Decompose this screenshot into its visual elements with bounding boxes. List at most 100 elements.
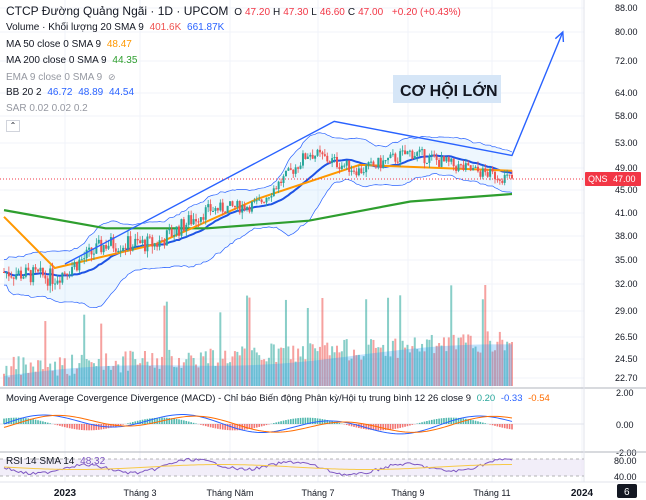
ema9-legend[interactable]: EMA 9 close 0 SMA 9 ⊘	[6, 71, 119, 84]
volume-bar	[360, 359, 363, 386]
candle-body	[117, 250, 120, 252]
volume-bar	[68, 375, 71, 386]
time-axis: 2023 Tháng 3 Tháng Năm Tháng 7 Tháng 9 Tháng …	[54, 488, 594, 499]
macd-histogram-bar	[370, 424, 372, 430]
candle-body	[85, 249, 88, 259]
ma200-legend[interactable]: MA 200 close 0 SMA 9 44.35	[6, 55, 140, 67]
macd-histogram-bar	[316, 418, 319, 424]
candle-body	[119, 250, 122, 252]
volume-bar	[389, 356, 392, 386]
volume-bar	[309, 343, 312, 386]
volume-bar	[292, 345, 295, 386]
macd-legend[interactable]: Moving Average Covergence Divergence (MA…	[6, 393, 553, 405]
macd-histogram-bar	[382, 424, 384, 431]
volume-bar	[304, 359, 307, 386]
chevron-up-icon[interactable]: ⌃	[6, 120, 20, 132]
macd-histogram-bar	[287, 419, 290, 424]
volume-bar	[12, 356, 15, 386]
macd-tick-label: 2.00	[616, 388, 634, 398]
volume-bar	[231, 356, 234, 386]
candle-body	[158, 240, 161, 247]
volume-bar	[131, 351, 134, 386]
candle-body	[92, 253, 95, 255]
macd-histogram-bar	[192, 422, 195, 424]
rsi-sma-line	[3, 464, 513, 471]
volume-bar	[484, 285, 487, 386]
volume-bar	[85, 359, 88, 386]
macd-histogram-bar	[122, 424, 124, 425]
macd-histogram-bar	[336, 422, 338, 424]
candle-body	[185, 224, 188, 231]
volume-bar	[493, 350, 496, 386]
candle-body	[284, 170, 287, 177]
macd-histogram-bar	[46, 422, 49, 424]
candle-body	[326, 155, 329, 162]
macd-histogram-bar	[482, 422, 484, 424]
collapse-legend-button[interactable]: ⌃	[6, 120, 23, 132]
candle-body	[204, 207, 207, 220]
candle-body	[63, 272, 66, 274]
macd-histogram-bar	[302, 417, 304, 424]
volume-bar	[122, 356, 125, 386]
sar-legend[interactable]: SAR 0.02 0.02 0.2	[6, 103, 91, 115]
volume-bar	[316, 351, 319, 386]
macd-histogram-bar	[285, 420, 287, 424]
macd-histogram-bar	[32, 419, 34, 424]
macd-histogram-bar	[119, 424, 122, 426]
macd-histogram-bar	[477, 421, 479, 424]
annotation-box[interactable]: CƠ HỘI LỚN	[393, 75, 501, 103]
candle-body	[433, 154, 436, 157]
rsi-tick-label: 80.00	[614, 456, 637, 466]
candle-body	[382, 160, 385, 169]
candle-body	[299, 165, 302, 169]
eye-hidden-icon[interactable]: ⊘	[107, 72, 116, 82]
bb-label: BB 20 2	[6, 87, 42, 98]
macd-histogram-bar	[107, 424, 110, 429]
volume-bar	[258, 355, 261, 386]
candle-body	[270, 196, 273, 198]
macd-histogram-bar	[178, 419, 180, 424]
candle-body	[328, 161, 331, 163]
macd-histogram-bar	[56, 424, 59, 426]
candle-body	[399, 151, 402, 162]
macd-histogram-bar	[134, 421, 137, 424]
rsi-band	[0, 459, 584, 476]
rsi-line	[3, 457, 513, 477]
macd-histogram-bar	[139, 420, 141, 424]
macd-histogram-bar	[39, 420, 42, 424]
ohlc-values: O 47.20 H 47.30 L 46.60 C 47.00	[234, 7, 386, 18]
volume-bar	[297, 348, 300, 386]
volume-bar	[408, 352, 411, 386]
volume-bar	[24, 364, 27, 386]
volume-bar	[148, 366, 151, 386]
volume-bar	[379, 347, 382, 386]
bollinger-bands	[3, 132, 513, 308]
macd-histogram-bar	[207, 424, 209, 427]
candle-body	[418, 149, 421, 153]
macd-histogram-bar	[136, 420, 139, 424]
bb-legend[interactable]: BB 20 2 46.72 48.89 44.54	[6, 87, 137, 99]
candle-body	[396, 161, 399, 163]
volume-bar	[80, 354, 83, 386]
ma50-legend[interactable]: MA 50 close 0 SMA 9 48.47	[6, 39, 135, 51]
volume-bar	[134, 359, 137, 386]
macd-histogram-bar	[61, 424, 64, 427]
symbol-title[interactable]: CTCP Đường Quảng Ngãi · 1D · UPCOM	[6, 4, 229, 18]
candle-body	[129, 236, 132, 251]
volume-bar	[270, 343, 273, 386]
macd-histogram-bar	[372, 424, 375, 431]
volume-bar	[117, 364, 120, 386]
macd-histogram-bar	[445, 417, 448, 424]
candle-body	[496, 179, 499, 181]
macd-histogram-bar	[3, 418, 5, 424]
candle-body	[365, 165, 368, 173]
volume-bar	[435, 345, 438, 386]
macd-histogram-bar	[353, 424, 355, 427]
macd-histogram-bar	[272, 423, 275, 424]
rsi-legend[interactable]: RSI 14 SMA 14 48.32	[6, 456, 108, 468]
candle-body	[165, 230, 168, 246]
volume-bar	[457, 337, 460, 386]
candle-body	[212, 210, 215, 212]
candle-body	[370, 161, 373, 163]
